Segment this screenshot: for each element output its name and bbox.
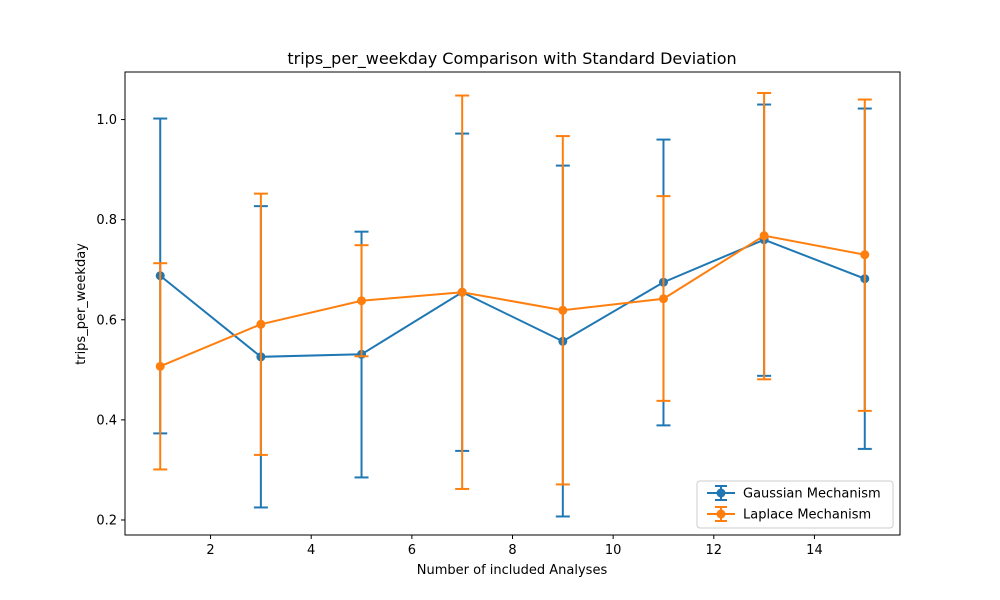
series-laplace bbox=[153, 92, 872, 490]
legend-label: Gaussian Mechanism bbox=[743, 487, 881, 502]
data-point bbox=[860, 250, 870, 260]
legend: Gaussian Mechanism Laplace Mechanism bbox=[696, 480, 894, 529]
data-point bbox=[658, 294, 668, 304]
y-tick-label: 0.6 bbox=[96, 313, 117, 328]
x-tick-label: 6 bbox=[408, 543, 416, 558]
legend-box bbox=[696, 480, 894, 529]
legend-marker bbox=[716, 488, 726, 498]
data-point bbox=[558, 305, 568, 315]
x-tick-label: 2 bbox=[206, 543, 214, 558]
x-tick-label: 10 bbox=[605, 543, 622, 558]
x-tick-label: 8 bbox=[508, 543, 516, 558]
legend-marker bbox=[716, 509, 726, 519]
plot-marks bbox=[153, 92, 872, 518]
data-point bbox=[759, 231, 769, 241]
data-point bbox=[457, 287, 467, 297]
legend-label: Laplace Mechanism bbox=[743, 508, 871, 523]
data-point bbox=[357, 296, 367, 306]
y-tick-label: 0.4 bbox=[96, 413, 117, 428]
data-point bbox=[256, 319, 266, 329]
y-tick-label: 0.8 bbox=[96, 213, 117, 228]
x-axis-label: Number of included Analyses bbox=[417, 563, 608, 578]
data-point bbox=[155, 361, 165, 371]
x-axis-ticks: 2 4 6 8 10 12 14 bbox=[206, 535, 823, 558]
x-tick-label: 12 bbox=[706, 543, 723, 558]
y-axis-label: trips_per_weekday bbox=[74, 243, 89, 365]
y-tick-label: 0.2 bbox=[96, 513, 117, 528]
x-tick-label: 4 bbox=[307, 543, 315, 558]
chart-title: trips_per_weekday Comparison with Standa… bbox=[287, 49, 736, 69]
legend-item: Gaussian Mechanism bbox=[707, 485, 881, 502]
legend-item: Laplace Mechanism bbox=[707, 506, 871, 523]
x-tick-label: 14 bbox=[806, 543, 823, 558]
series-line bbox=[159, 234, 865, 368]
y-axis-ticks: 0.2 0.4 0.6 0.8 1.0 bbox=[96, 113, 125, 528]
y-tick-label: 1.0 bbox=[96, 113, 117, 128]
